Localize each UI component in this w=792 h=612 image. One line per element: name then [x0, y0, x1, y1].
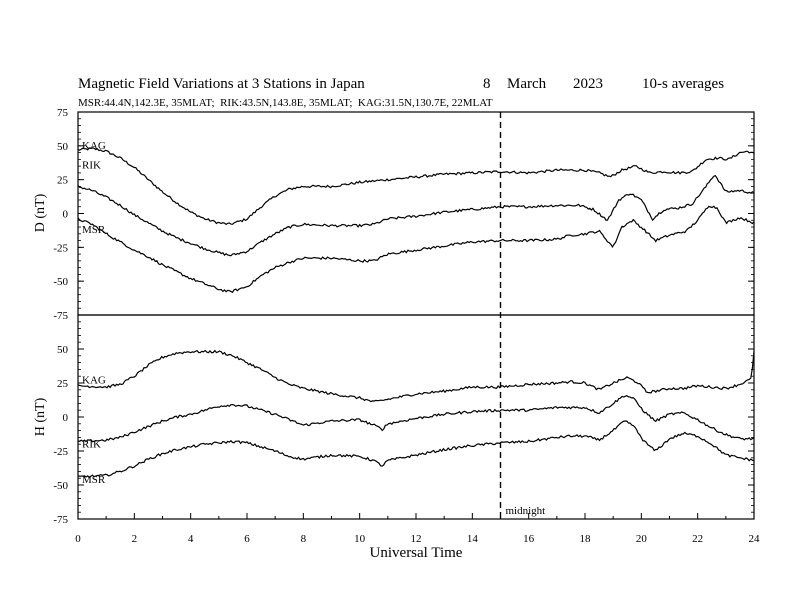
trace-d-kag — [77, 147, 755, 226]
chart-subtitle: MSR:44.4N,142.3E, 35MLAT; RIK:43.5N,143.… — [78, 97, 493, 109]
data-traces — [77, 147, 755, 479]
x-tick-label: 2 — [132, 533, 138, 545]
y-tick-label: -50 — [53, 276, 68, 288]
chart-title-year: 2023 — [573, 76, 603, 92]
axis-ticks: 0 2 4 6 8 10 12 14 16 18 20 22 247550250-25-50-75502… — [53, 107, 760, 545]
panel-h-ylabel: H (nT) — [33, 397, 48, 436]
y-tick-label: 25 — [57, 175, 69, 187]
x-tick-label: 18 — [580, 533, 592, 545]
x-tick-label: 22 — [692, 533, 703, 545]
y-tick-label: -25 — [53, 242, 68, 254]
trace-h-msr — [77, 420, 755, 479]
trace-h-kag — [77, 349, 755, 403]
x-tick-label: 4 — [188, 533, 194, 545]
series-label-msr: MSR — [82, 474, 106, 486]
x-tick-label: 20 — [636, 533, 648, 545]
y-tick-label: -75 — [53, 514, 68, 526]
x-tick-label: 8 — [301, 533, 307, 545]
panel-d-ylabel: D (nT) — [33, 193, 48, 232]
y-tick-label: -75 — [53, 310, 68, 322]
y-tick-label: -50 — [53, 480, 68, 492]
x-tick-label: 0 — [75, 533, 81, 545]
x-tick-label: 24 — [749, 533, 761, 545]
y-tick-label: 0 — [63, 412, 69, 424]
trace-d-msr — [77, 205, 755, 294]
series-label-rik: RIK — [82, 438, 101, 450]
y-tick-label: 50 — [57, 141, 69, 153]
x-tick-label: 16 — [523, 533, 535, 545]
series-label-rik: RIK — [82, 159, 101, 171]
x-tick-label: 12 — [411, 533, 422, 545]
x-tick-label: 10 — [354, 533, 366, 545]
chart-title-day: 8 — [483, 76, 491, 92]
y-tick-label: 0 — [63, 209, 69, 221]
x-tick-label: 14 — [467, 533, 479, 545]
x-tick-label: 6 — [244, 533, 250, 545]
midnight-label: midnight — [506, 505, 546, 517]
series-labels: KAG RIK MSR KAG RIK MSR — [82, 140, 106, 486]
x-axis-label: Universal Time — [370, 545, 463, 561]
y-tick-label: -25 — [53, 446, 68, 458]
chart-title: Magnetic Field Variations at 3 Stations … — [78, 76, 365, 92]
trace-d-rik — [77, 174, 755, 257]
series-label-msr: MSR — [82, 224, 106, 236]
chart-title-month: March — [507, 76, 547, 92]
y-tick-label: 50 — [57, 344, 69, 356]
series-label-kag: KAG — [82, 140, 106, 152]
trace-h-rik — [77, 395, 755, 443]
chart-title-averaging: 10-s averages — [642, 76, 724, 92]
panel-d-frame — [77, 111, 755, 316]
panel-h-frame — [77, 314, 755, 520]
y-tick-label: 75 — [57, 107, 69, 119]
y-tick-label: 25 — [57, 378, 69, 390]
series-label-kag: KAG — [82, 375, 106, 387]
